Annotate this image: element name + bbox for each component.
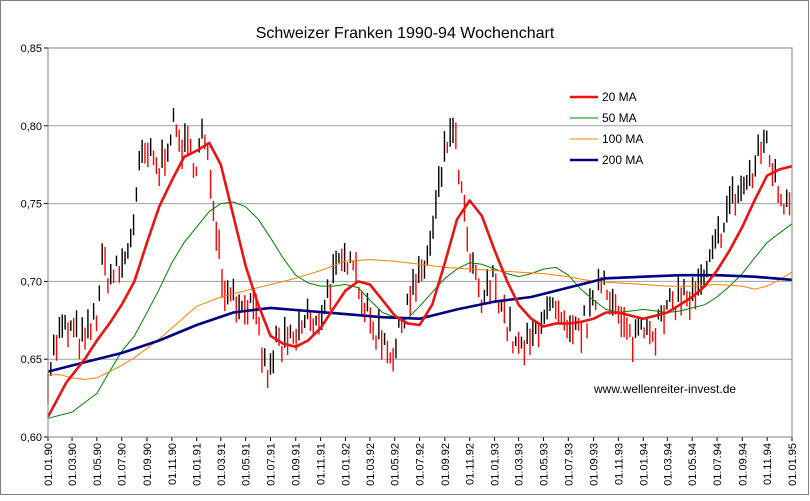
legend: 20 MA 50 MA 100 MA 200 MA [570,90,643,167]
y-axis-ticks: 0,60 0,65 0,70 0,75 0,80 0,85 [21,43,48,444]
chart-title: Schweizer Franken 1990-94 Wochenchart [256,25,555,42]
x-tick-label: 01.03.93 [514,443,526,486]
x-tick-label: 01.11.90 [167,443,179,485]
x-tick-label: 01.07.93 [563,443,575,486]
legend-label: 200 MA [602,153,643,167]
x-tick-label: 01.11.91 [316,443,328,485]
x-tick-label: 01.01.90 [43,443,55,486]
x-tick-label: 01.03.90 [67,443,79,486]
x-tick-label: 01.01.92 [340,443,352,486]
x-tick-label: 01.01.93 [490,443,502,486]
legend-label: 100 MA [602,132,643,146]
x-tick-label: 01.01.94 [638,443,650,486]
x-tick-label: 01.09.90 [142,443,154,486]
x-tick-label: 01.07.90 [117,443,129,486]
x-tick-label: 01.11.94 [762,443,774,485]
y-tick-label: 0,85 [21,43,42,55]
x-tick-label: 01.05.91 [241,443,253,486]
x-tick-label: 01.09.91 [291,443,303,486]
x-tick-label: 01.07.94 [712,443,724,486]
x-axis-ticks: 01.01.90 01.03.90 01.05.90 01.07.90 01.09.90… [43,437,799,486]
series-line-20-ma [46,141,793,418]
price-bars [47,107,791,404]
x-tick-label: 01.03.91 [216,443,228,486]
x-tick-label: 01.03.94 [662,443,674,486]
x-tick-label: 01.11.92 [465,443,477,485]
x-tick-label: 01.09.92 [440,443,452,486]
x-tick-label: 01.03.92 [365,443,377,486]
legend-label: 50 MA [602,111,637,125]
x-tick-label: 01.09.93 [589,443,601,486]
moving-averages [46,141,793,419]
y-tick-label: 0,60 [21,432,42,444]
x-tick-label: 01.05.93 [538,443,550,486]
y-tick-label: 0,65 [21,354,42,366]
series-line-100-ma [48,259,793,380]
y-tick-label: 0,75 [21,199,42,211]
x-tick-label: 01.05.90 [92,443,104,486]
x-tick-label: 01.11.93 [613,443,625,485]
legend-label: 20 MA [602,90,637,104]
series-line-50-ma [47,201,793,419]
watermark-text: www.wellenreiter-invest.de [593,382,736,396]
x-tick-label: 01.09.94 [737,443,749,486]
x-tick-label: 01.05.94 [687,443,699,486]
x-tick-label: 01.01.91 [192,443,204,486]
x-tick-label: 01.07.92 [415,443,427,486]
series-line-200-ma [47,273,793,373]
y-tick-label: 0,80 [21,121,42,133]
x-tick-label: 01.01.95 [787,443,799,486]
plot-area-frame [47,47,793,438]
x-tick-label: 01.05.92 [390,443,402,486]
y-tick-label: 0,70 [21,276,42,288]
x-tick-label: 01.07.91 [265,443,277,486]
